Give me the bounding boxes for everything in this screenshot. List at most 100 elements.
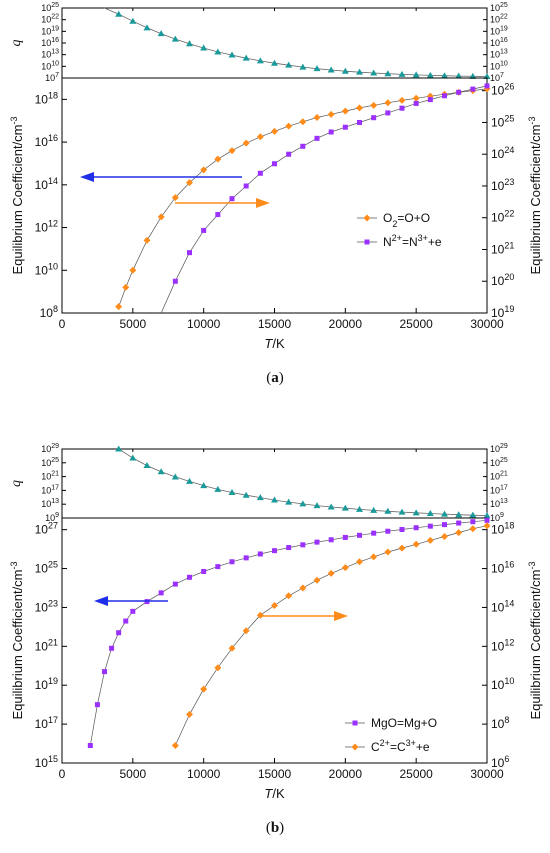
data-point xyxy=(384,99,392,107)
q-point xyxy=(129,454,137,461)
data-point xyxy=(328,129,334,135)
data-point xyxy=(229,196,235,202)
tick-label: 1018 xyxy=(491,521,514,537)
q-point xyxy=(171,473,179,480)
q-point xyxy=(186,40,193,47)
q-point xyxy=(228,51,236,58)
tick-label: 1025 xyxy=(490,457,508,468)
tick-label: 1016 xyxy=(41,37,59,48)
tick-label: 1010 xyxy=(41,60,59,71)
x-tick-label: 0 xyxy=(59,317,66,331)
data-point xyxy=(229,559,235,565)
tick-label: 1016 xyxy=(490,37,508,48)
series-line xyxy=(118,88,488,307)
data-point xyxy=(385,110,391,116)
tick-label: 1021 xyxy=(491,240,514,256)
tick-label: 1026 xyxy=(491,82,514,98)
data-point xyxy=(442,93,447,99)
data-point xyxy=(328,537,334,543)
tick-label: 1017 xyxy=(490,484,508,495)
data-point xyxy=(172,581,178,587)
q-point xyxy=(157,30,165,37)
right-arrow-head xyxy=(334,611,348,621)
tick-label: 1022 xyxy=(490,14,508,25)
data-point xyxy=(115,303,123,311)
data-point xyxy=(242,627,250,635)
x-tick-label: 20000 xyxy=(329,317,363,331)
q-point xyxy=(186,477,193,484)
q-point xyxy=(426,510,434,517)
data-point xyxy=(299,584,307,592)
data-point xyxy=(299,118,307,126)
tick-label: 1010 xyxy=(490,60,508,71)
data-point xyxy=(228,644,236,652)
tick-label: 107 xyxy=(490,72,504,83)
data-point xyxy=(215,564,221,570)
x-tick-label: 10000 xyxy=(187,317,221,331)
data-point xyxy=(470,519,476,525)
data-point xyxy=(441,532,448,540)
q-point xyxy=(398,70,406,77)
series-1 xyxy=(160,83,490,314)
data-point xyxy=(257,170,263,176)
data-point xyxy=(109,645,115,651)
tick-label: 1029 xyxy=(41,443,59,454)
legend: O2=O+O N2+=N3++e xyxy=(357,211,442,249)
data-point xyxy=(214,155,222,163)
tick-label: 1023 xyxy=(35,598,58,614)
data-point xyxy=(172,278,178,284)
tick-label: 107 xyxy=(45,72,59,83)
data-point xyxy=(116,630,122,636)
tick-label: 1014 xyxy=(491,598,514,614)
tick-label: 1022 xyxy=(41,14,59,25)
tick-label: 1017 xyxy=(41,484,59,495)
data-point xyxy=(357,119,362,125)
q-point xyxy=(256,57,264,64)
data-point xyxy=(271,127,278,135)
tick-label: 1025 xyxy=(41,457,59,468)
q-point xyxy=(370,69,378,76)
data-point xyxy=(342,124,348,130)
x-tick-label: 30000 xyxy=(470,317,504,331)
tick-label: 1013 xyxy=(490,498,508,509)
left-arrow-head xyxy=(80,172,94,182)
tick-label: 1021 xyxy=(41,471,59,482)
data-point xyxy=(313,114,321,122)
tick-label: 1018 xyxy=(35,90,58,106)
main-panel: 1081010101210141016101810191020102110221… xyxy=(9,8,543,351)
data-point xyxy=(342,534,348,540)
q-point xyxy=(242,54,250,61)
q-point xyxy=(115,10,123,17)
data-point xyxy=(87,743,93,748)
data-point xyxy=(257,551,263,557)
data-point xyxy=(256,133,264,141)
data-point xyxy=(300,542,306,548)
tick-label: 1024 xyxy=(491,145,514,161)
data-point xyxy=(484,517,490,523)
data-point xyxy=(158,590,164,596)
data-point xyxy=(201,227,207,233)
main-panel: 1015 1017 1019 1021 1023 1025 1027 106 108 1010 10… xyxy=(9,449,543,801)
x-tick-label: 5000 xyxy=(119,767,146,781)
x-tick-label: 0 xyxy=(59,767,66,781)
q-point xyxy=(115,445,123,452)
data-point xyxy=(313,576,321,584)
data-point xyxy=(469,525,477,533)
tick-label: 108 xyxy=(40,304,58,320)
legend-marker xyxy=(352,720,358,726)
data-point xyxy=(327,110,335,118)
data-point xyxy=(470,86,476,92)
legend-marker xyxy=(363,214,371,222)
data-point xyxy=(484,83,490,89)
q-point xyxy=(327,503,335,510)
data-point xyxy=(228,147,236,155)
q-point xyxy=(341,67,349,74)
legend-label: O2=O+O xyxy=(383,211,430,229)
data-point xyxy=(102,669,107,675)
data-point xyxy=(186,179,193,187)
q-point xyxy=(285,498,293,505)
data-point xyxy=(143,236,151,244)
q-point xyxy=(299,63,307,70)
